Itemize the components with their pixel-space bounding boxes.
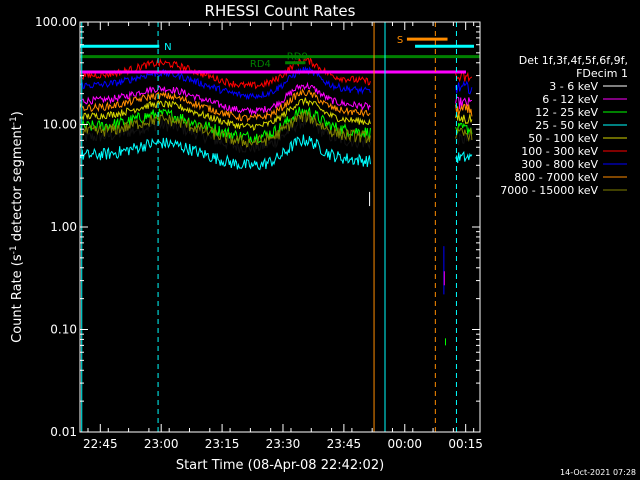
- y-tick-label-1: 0.10: [50, 323, 77, 337]
- x-tick-label-0: 22:45: [83, 437, 118, 451]
- footer-timestamp: 14-Oct-2021 07:28: [560, 468, 636, 477]
- y-tick-label-4: 100.00: [35, 15, 77, 29]
- series-line-7: [79, 88, 473, 123]
- annotation-rd4: RD4: [250, 59, 271, 70]
- series-line-2: [79, 106, 473, 144]
- y-axis-label-tail: detector segment: [10, 125, 25, 245]
- x-tick-label-4: 23:45: [327, 437, 362, 451]
- series-line-0: [79, 115, 473, 153]
- legend-label-7: 800 - 7000 keV: [514, 171, 598, 184]
- y-tick-label-3: 10.00: [43, 118, 77, 132]
- series-line-6: [79, 66, 473, 101]
- legend-label-8: 7000 - 15000 keV: [500, 184, 598, 197]
- x-tick-label-1: 23:00: [144, 437, 179, 451]
- y-tick-label-2: 1.00: [50, 220, 77, 234]
- x-tick-label-6: 00:15: [448, 437, 483, 451]
- y-axis-label-close: ): [10, 111, 25, 116]
- x-tick-label-2: 23:15: [205, 437, 240, 451]
- legend-label-4: 50 - 100 keV: [528, 132, 598, 145]
- y-axis-label-sup: -1: [9, 245, 19, 254]
- annotation-s: S: [397, 35, 403, 46]
- y-axis-label-text: Count Rate (s: [10, 254, 25, 343]
- legend-label-3: 25 - 50 keV: [535, 119, 598, 132]
- x-tick-label-5: 00:00: [387, 437, 422, 451]
- x-axis-label: Start Time (08-Apr-08 22:42:02): [176, 458, 384, 473]
- y-axis-label: Count Rate (s-1 detector segment-1): [9, 111, 25, 343]
- series-line-4: [79, 97, 473, 131]
- y-tick-label-0: 0.01: [50, 425, 77, 439]
- legend-label-2: 12 - 25 keV: [535, 106, 598, 119]
- legend-header-line-1: Det 1f,3f,4f,5f,6f,9f,: [519, 54, 628, 67]
- series-line-1: [80, 81, 472, 116]
- legend-label-5: 100 - 300 keV: [521, 145, 598, 158]
- tick-layer: 0.01 0.10 1.00 10.00 100.00 22:45 23:00 23:15 23…: [35, 15, 483, 451]
- y-axis-label-sup2: -1: [9, 116, 19, 125]
- legend-label-1: 6 - 12 keV: [542, 93, 598, 106]
- legend-label-0: 3 - 6 keV: [549, 80, 598, 93]
- legend: Det 1f,3f,4f,5f,6f,9f, FDecim 1 3 - 6 ke…: [500, 54, 628, 197]
- legend-label-6: 300 - 800 keV: [521, 158, 598, 171]
- series-line-8: [79, 110, 473, 148]
- annotation-n: N: [164, 42, 171, 53]
- x-tick-label-3: 23:30: [266, 437, 301, 451]
- series-line-3: [79, 134, 473, 171]
- marker-layer: N S RD4 RD9: [80, 22, 480, 432]
- annotation-rd9: RD9: [287, 52, 308, 63]
- legend-header-line-2: FDecim 1: [576, 67, 628, 80]
- chart-title: RHESSI Count Rates: [205, 2, 356, 20]
